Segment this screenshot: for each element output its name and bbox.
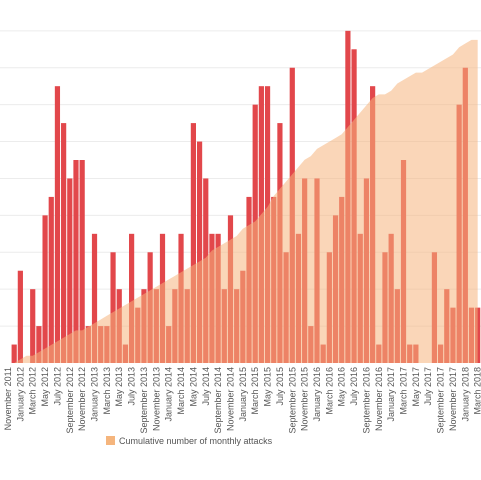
x-tick-label: January 2018 [460,367,470,422]
x-tick-label: November 2011 [3,367,13,430]
bar [48,196,54,363]
x-tick-label: March 2012 [28,367,38,415]
bar [36,326,42,363]
x-tick-label: September 2013 [139,367,149,434]
x-tick-label: January 2016 [312,367,322,422]
bar [91,233,98,363]
bar [129,233,135,363]
bar [42,215,48,363]
x-tick-label: November 2013 [151,367,161,431]
x-tick-label: November 2012 [77,367,87,431]
legend-label: Cumulative number of monthly attacks [119,436,273,446]
x-tick-label: September 2015 [287,367,297,434]
x-tick-label: July 2016 [349,367,359,406]
x-tick-label: September 2012 [65,367,75,434]
bar [67,178,73,363]
bar [17,270,23,363]
x-tick-label: May 2016 [337,367,347,407]
x-tick-label: July 2013 [127,367,137,406]
bar [73,160,79,363]
x-tick-label: March 2018 [473,367,481,415]
x-tick-label: January 2017 [386,367,396,422]
x-tick-label: July 2015 [275,367,285,406]
bar [190,123,196,363]
x-tick-label: November 2016 [374,367,384,431]
x-tick-label: November 2015 [300,367,310,431]
x-tick-label: November 2014 [225,367,235,431]
bar [196,141,203,363]
x-tick-label: March 2017 [399,367,409,415]
x-tick-label: September 2017 [436,367,446,434]
x-tick-label: May 2015 [263,367,273,407]
x-tick-label: September 2014 [213,367,223,434]
x-tick-label: March 2013 [102,367,112,415]
legend-swatch [106,436,115,445]
bar [30,289,36,363]
x-tick-label: January 2012 [15,367,25,422]
x-tick-label: May 2017 [411,367,421,407]
bar [11,344,17,363]
x-tick-label: January 2014 [164,367,174,422]
bar [110,252,116,363]
bar [61,123,67,363]
x-tick-label: May 2012 [40,367,50,407]
cumulative-area [8,39,478,364]
x-tick-label: July 2014 [201,367,211,406]
bar [54,86,61,364]
x-tick-label: March 2014 [176,367,186,415]
x-tick-label: September 2016 [361,367,371,434]
x-tick-label: May 2014 [188,367,198,407]
bar [79,160,85,363]
x-tick-label: January 2013 [90,367,100,422]
x-tick-label: July 2012 [52,367,62,406]
x-tick-label: November 2017 [448,367,458,431]
x-tick-label: March 2015 [250,367,260,415]
x-tick-label: January 2015 [238,367,248,422]
x-tick-label: March 2016 [324,367,334,415]
x-tick-label: July 2017 [423,367,433,406]
x-tick-label: May 2013 [114,367,124,407]
